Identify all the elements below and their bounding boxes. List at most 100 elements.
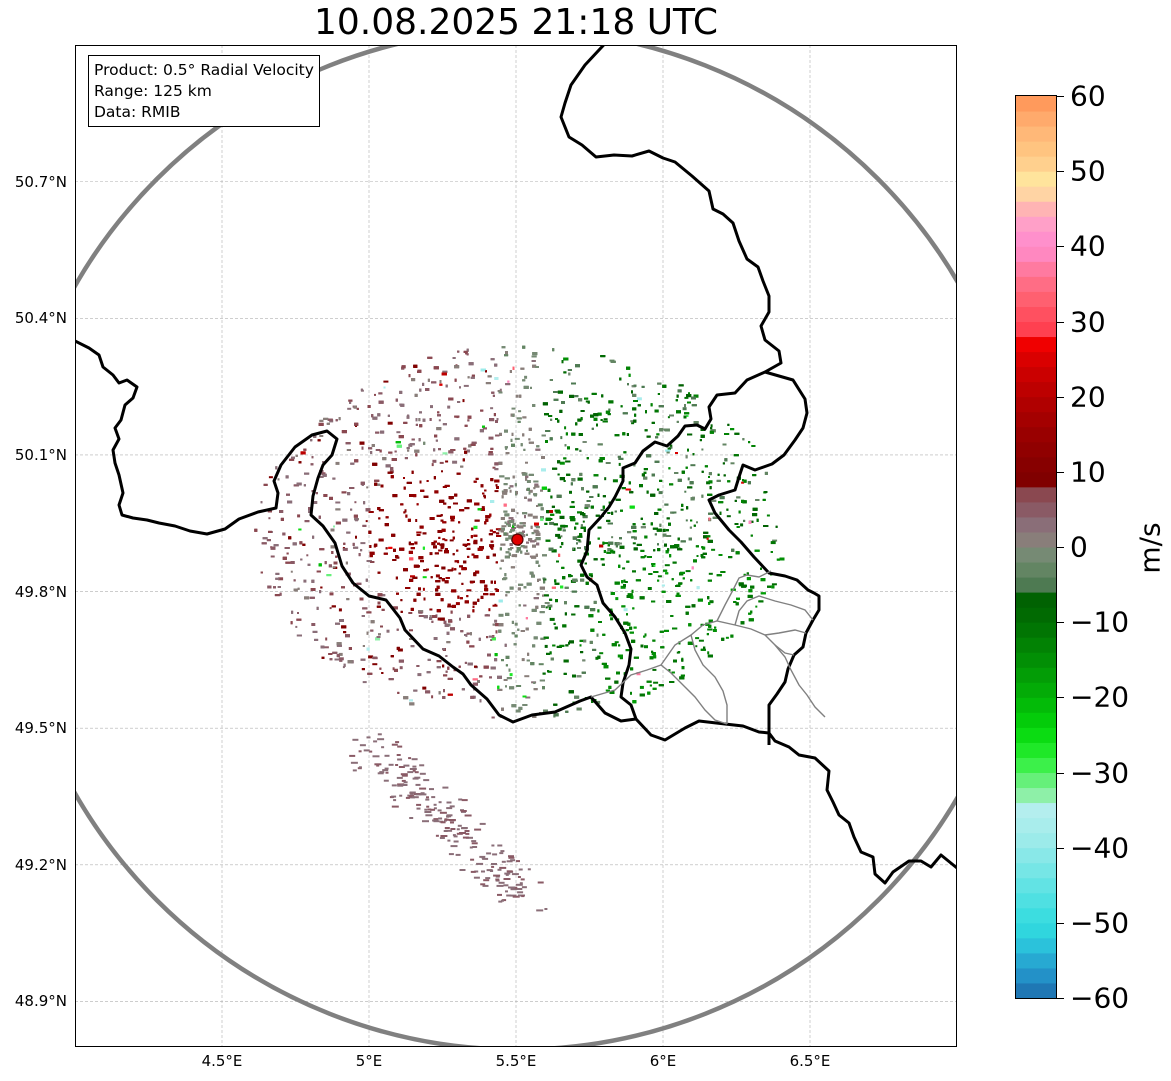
echo-pixel xyxy=(338,417,341,421)
echo-pixel xyxy=(483,665,489,669)
echo-pixel xyxy=(693,559,697,563)
echo-pixel xyxy=(368,511,374,513)
echo-pixel xyxy=(374,393,376,396)
echo-pixel xyxy=(692,453,695,456)
echo-pixel xyxy=(525,477,528,481)
echo-pixel xyxy=(593,558,598,561)
echo-pixel xyxy=(319,548,325,551)
echo-pixel xyxy=(559,461,565,465)
echo-pixel xyxy=(717,473,720,476)
echo-pixel xyxy=(740,621,745,625)
echo-pixel xyxy=(501,659,504,662)
echo-pixel xyxy=(451,604,456,608)
echo-pixel xyxy=(494,653,498,657)
echo-pixel xyxy=(458,521,461,524)
echo-pixel xyxy=(362,681,367,684)
echo-pixel xyxy=(652,668,657,671)
echo-pixel xyxy=(510,438,513,442)
echo-pixel xyxy=(331,551,334,554)
echo-pixel xyxy=(266,539,271,542)
echo-pixel xyxy=(491,391,495,394)
echo-pixel xyxy=(572,537,577,540)
echo-pixel xyxy=(352,542,355,546)
echo-pixel xyxy=(464,661,467,664)
echo-pixel xyxy=(473,534,478,537)
echo-pixel xyxy=(693,394,699,398)
echo-pixel xyxy=(560,526,566,529)
echo-pixel xyxy=(461,582,464,585)
echo-pixel xyxy=(436,666,441,669)
echo-pixel xyxy=(436,609,441,613)
echo-pixel xyxy=(304,520,310,523)
echo-pixel xyxy=(627,383,629,386)
echo-pixel xyxy=(723,474,726,477)
echo-pixel xyxy=(409,578,414,582)
echo-pixel xyxy=(695,645,698,648)
echo-pixel xyxy=(322,473,327,477)
echo-pixel xyxy=(311,623,316,626)
echo-pixel xyxy=(403,477,405,479)
echo-pixel xyxy=(464,545,467,547)
echo-pixel xyxy=(504,477,510,480)
echo-pixel xyxy=(438,577,442,580)
echo-pixel xyxy=(648,573,653,575)
map-canvas[interactable] xyxy=(75,45,957,1047)
echo-pixel xyxy=(444,550,449,554)
radar-map[interactable] xyxy=(75,45,957,1047)
echo-pixel xyxy=(689,526,692,529)
echo-pixel xyxy=(494,468,499,471)
echo-pixel xyxy=(346,449,351,451)
echo-pixel xyxy=(701,470,704,473)
echo-pixel xyxy=(445,577,450,579)
echo-pixel xyxy=(378,633,381,636)
echo-pixel xyxy=(645,410,647,414)
echo-pixel xyxy=(445,460,449,463)
echo-pixel xyxy=(275,577,280,580)
echo-pixel xyxy=(611,536,614,539)
echo-pixel xyxy=(363,501,366,505)
echo-pixel xyxy=(467,543,471,546)
echo-pixel xyxy=(554,509,560,512)
echo-pixel xyxy=(652,687,657,690)
echo-pixel xyxy=(627,531,632,534)
echo-pixel xyxy=(676,394,679,398)
echo-pixel xyxy=(327,418,333,421)
echo-pixel xyxy=(602,633,606,636)
echo-pixel xyxy=(570,482,573,486)
echo-pixel xyxy=(422,532,427,535)
echo-pixel xyxy=(501,495,504,499)
echo-pixel xyxy=(407,414,410,417)
echo-pixel xyxy=(536,593,540,596)
echo-pixel xyxy=(557,390,563,394)
echo-pixel xyxy=(353,405,357,409)
echo-pixel xyxy=(750,610,753,614)
echo-pixel xyxy=(567,446,570,450)
echo-pixel xyxy=(533,480,539,483)
echo-pixel xyxy=(684,404,686,408)
echo-pixel xyxy=(707,493,713,496)
echo-pixel xyxy=(452,357,456,359)
echo-pixel xyxy=(752,513,758,517)
echo-pixel xyxy=(597,443,603,446)
echo-pixel xyxy=(471,527,474,531)
echo-pixel xyxy=(657,543,659,546)
echo-pixel xyxy=(580,651,584,654)
echo-pixel xyxy=(387,414,390,417)
echo-pixel xyxy=(375,431,380,434)
echo-pixel xyxy=(625,629,629,632)
echo-pixel xyxy=(608,541,614,545)
echo-pixel xyxy=(505,685,507,688)
echo-pixel xyxy=(595,514,600,517)
echo-pixel xyxy=(509,686,515,690)
echo-pixel xyxy=(310,588,316,591)
echo-pixel xyxy=(441,528,446,532)
echo-pixel xyxy=(626,560,630,563)
echo-pixel xyxy=(445,655,448,657)
echo-pixel xyxy=(397,691,400,694)
echo-pixel xyxy=(703,535,708,539)
echo-pixel xyxy=(532,515,538,519)
echo-pixel xyxy=(411,438,415,441)
echo-pixel xyxy=(523,385,529,389)
echo-pixel xyxy=(651,421,655,424)
echo-pixel xyxy=(640,526,646,529)
